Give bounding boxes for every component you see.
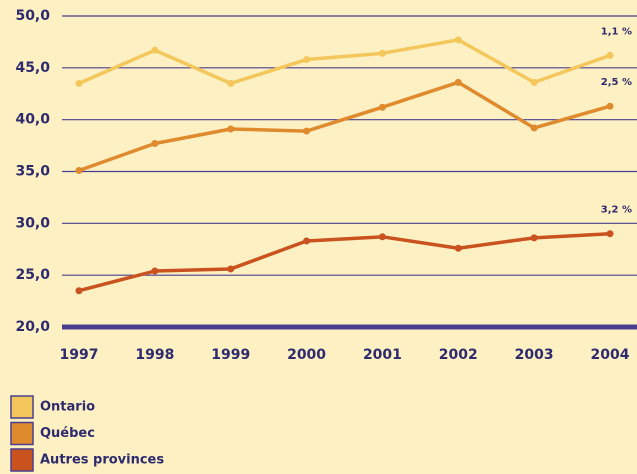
point [606,230,614,238]
x-tick-label: 2002 [439,347,478,363]
x-tick-label: 2003 [515,347,554,363]
legend-label: Québec [40,426,95,441]
annotation: 2,5 % [601,77,632,88]
line-series [78,80,611,173]
y-tick-label: 30,0 [15,215,50,231]
point [75,287,83,295]
x-tick-label: 2000 [287,347,326,363]
y-tick-label: 20,0 [15,319,50,335]
legend-swatch [10,448,34,472]
point [227,125,235,133]
point [454,36,462,44]
point [606,51,614,59]
point [75,79,83,87]
point [75,166,83,174]
x-tick-label: 2004 [591,347,630,363]
x-tick-label: 1999 [211,347,250,363]
point [227,79,235,87]
legend-swatch [10,395,34,419]
y-tick-label: 40,0 [15,112,50,128]
point [378,49,386,57]
x-tick-label: 2001 [363,347,402,363]
point [454,244,462,252]
x-tick-label: 1997 [60,347,99,363]
y-tick-label: 25,0 [15,267,50,283]
point [378,233,386,241]
point [303,127,311,135]
annotation: 1,1 % [601,26,632,37]
y-tick-label: 35,0 [15,164,50,180]
point [151,140,159,148]
point [303,237,311,245]
line-series [78,38,611,86]
x-tick-label: 1998 [135,347,174,363]
y-tick-label: 50,0 [15,8,50,24]
point [530,234,538,242]
y-tick-label: 45,0 [15,60,50,76]
point [530,78,538,86]
point [530,124,538,132]
point [378,103,386,111]
point [303,56,311,64]
legend-label: Ontario [40,400,95,415]
legend-label: Autres provinces [40,453,164,468]
legend-swatch [10,421,34,446]
point [454,78,462,86]
point [606,102,614,110]
point [227,265,235,273]
point [151,46,159,54]
point [151,267,159,275]
annotation: 3,2 % [601,205,632,216]
line-series [78,231,611,293]
